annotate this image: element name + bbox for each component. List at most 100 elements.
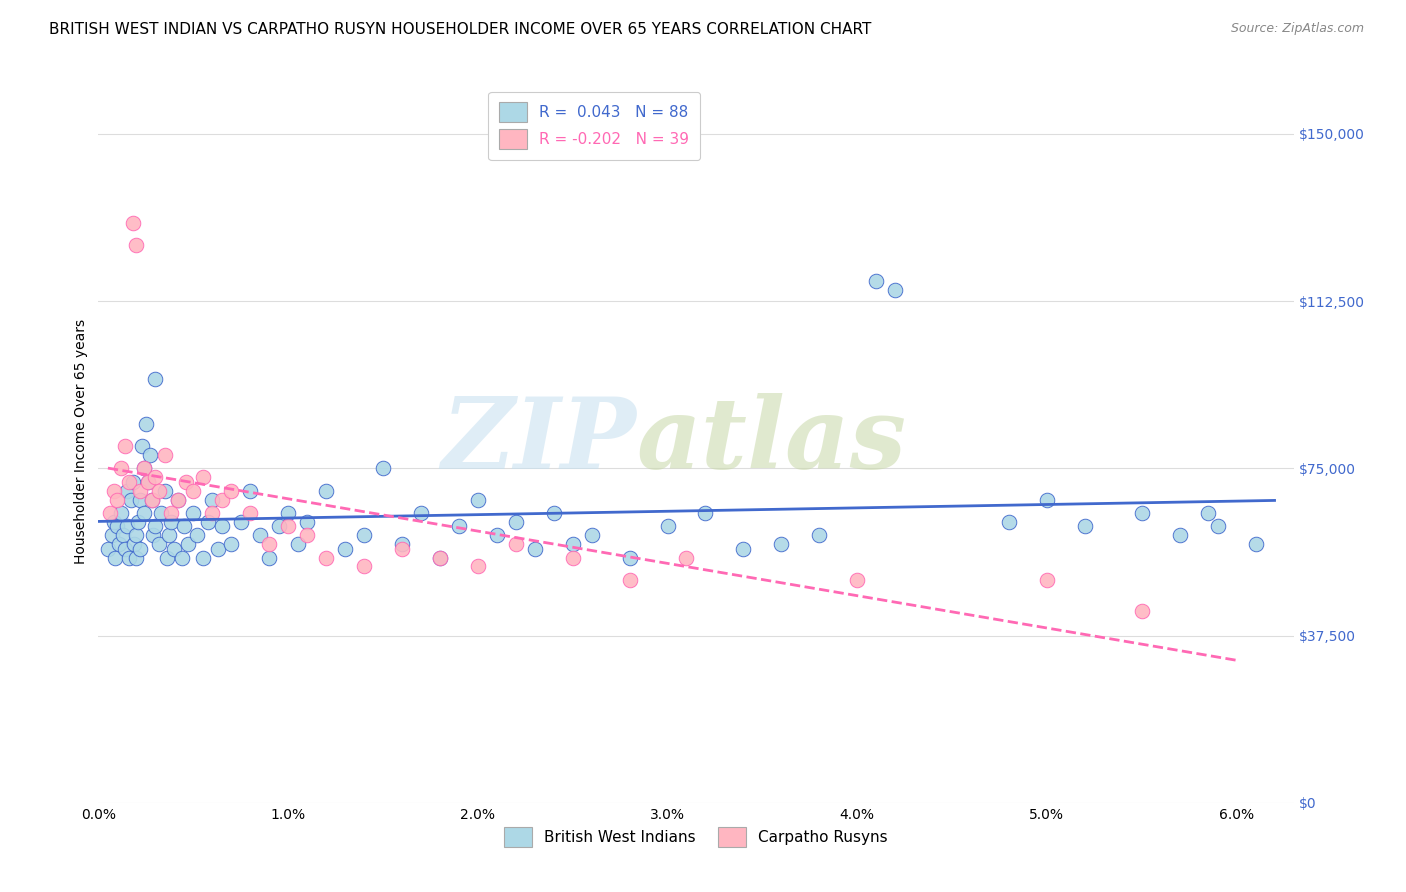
Text: atlas: atlas bbox=[637, 393, 907, 490]
Text: ZIP: ZIP bbox=[441, 393, 637, 490]
Point bbox=[138, 448, 160, 462]
Point bbox=[114, 541, 136, 556]
Point bbox=[409, 506, 432, 520]
Point bbox=[287, 537, 309, 551]
Point bbox=[115, 483, 138, 498]
Text: Source: ZipAtlas.com: Source: ZipAtlas.com bbox=[1230, 22, 1364, 36]
Point bbox=[141, 492, 163, 507]
Point bbox=[143, 372, 166, 386]
Point bbox=[485, 528, 508, 542]
Point bbox=[1036, 573, 1059, 587]
Point bbox=[1206, 519, 1229, 533]
Point bbox=[1074, 519, 1097, 533]
Point bbox=[121, 216, 143, 230]
Point bbox=[219, 537, 242, 551]
Point bbox=[197, 515, 219, 529]
Point bbox=[1130, 604, 1153, 618]
Point bbox=[581, 528, 603, 542]
Point bbox=[207, 541, 229, 556]
Point bbox=[176, 537, 198, 551]
Point bbox=[249, 528, 271, 542]
Point bbox=[1130, 506, 1153, 520]
Legend: British West Indians, Carpatho Rusyns: British West Indians, Carpatho Rusyns bbox=[498, 822, 894, 853]
Point bbox=[277, 506, 299, 520]
Point bbox=[657, 519, 679, 533]
Point bbox=[121, 475, 143, 489]
Point bbox=[136, 475, 159, 489]
Point bbox=[543, 506, 565, 520]
Point bbox=[257, 537, 280, 551]
Point bbox=[136, 475, 159, 489]
Point bbox=[186, 528, 208, 542]
Point bbox=[105, 492, 128, 507]
Point bbox=[167, 492, 190, 507]
Point bbox=[467, 559, 489, 574]
Point bbox=[695, 506, 717, 520]
Point bbox=[505, 537, 527, 551]
Point bbox=[181, 506, 204, 520]
Point bbox=[167, 492, 190, 507]
Point bbox=[127, 515, 149, 529]
Point bbox=[229, 515, 252, 529]
Point bbox=[120, 492, 142, 507]
Point bbox=[125, 238, 148, 252]
Point bbox=[129, 483, 152, 498]
Point bbox=[733, 541, 755, 556]
Point bbox=[156, 550, 179, 565]
Point bbox=[131, 439, 153, 453]
Point bbox=[191, 550, 214, 565]
Point bbox=[201, 506, 224, 520]
Point bbox=[239, 506, 262, 520]
Point bbox=[884, 283, 907, 297]
Point bbox=[110, 506, 132, 520]
Point bbox=[315, 483, 337, 498]
Point bbox=[108, 537, 131, 551]
Point bbox=[132, 461, 155, 475]
Text: BRITISH WEST INDIAN VS CARPATHO RUSYN HOUSEHOLDER INCOME OVER 65 YEARS CORRELATI: BRITISH WEST INDIAN VS CARPATHO RUSYN HO… bbox=[49, 22, 872, 37]
Point bbox=[115, 519, 138, 533]
Point bbox=[353, 559, 375, 574]
Point bbox=[353, 528, 375, 542]
Point bbox=[163, 541, 186, 556]
Point bbox=[110, 461, 132, 475]
Point bbox=[998, 515, 1021, 529]
Point bbox=[135, 417, 157, 431]
Point bbox=[125, 528, 148, 542]
Point bbox=[129, 492, 152, 507]
Point bbox=[201, 492, 224, 507]
Point bbox=[170, 550, 193, 565]
Point bbox=[447, 519, 470, 533]
Point bbox=[150, 506, 173, 520]
Point bbox=[1244, 537, 1267, 551]
Point bbox=[619, 550, 641, 565]
Point bbox=[118, 550, 141, 565]
Point bbox=[675, 550, 697, 565]
Point bbox=[315, 550, 337, 565]
Point bbox=[267, 519, 290, 533]
Point bbox=[143, 470, 166, 484]
Point bbox=[118, 475, 141, 489]
Point bbox=[100, 528, 122, 542]
Point bbox=[112, 528, 135, 542]
Point bbox=[124, 537, 146, 551]
Point bbox=[159, 515, 181, 529]
Point bbox=[142, 528, 165, 542]
Point bbox=[770, 537, 793, 551]
Point bbox=[181, 483, 204, 498]
Point bbox=[467, 492, 489, 507]
Point bbox=[211, 492, 233, 507]
Point bbox=[619, 573, 641, 587]
Point bbox=[105, 519, 128, 533]
Point bbox=[865, 274, 887, 288]
Point bbox=[125, 550, 148, 565]
Point bbox=[148, 537, 170, 551]
Point bbox=[239, 483, 262, 498]
Point bbox=[505, 515, 527, 529]
Point bbox=[132, 506, 155, 520]
Point bbox=[295, 515, 318, 529]
Point bbox=[141, 492, 163, 507]
Point bbox=[808, 528, 831, 542]
Point bbox=[153, 483, 176, 498]
Point bbox=[103, 483, 125, 498]
Point bbox=[277, 519, 299, 533]
